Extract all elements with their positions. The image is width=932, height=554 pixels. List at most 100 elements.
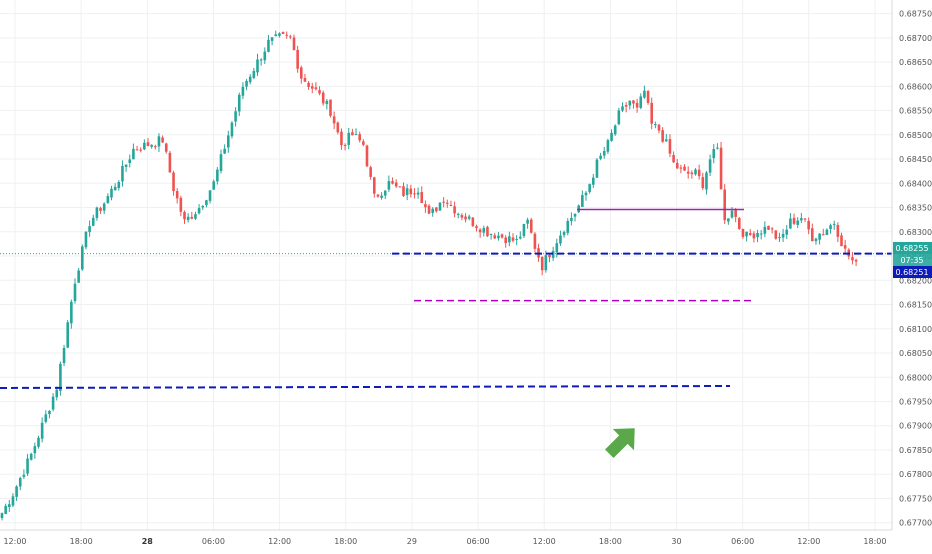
candle-up (825, 229, 829, 236)
time-tick-label: 06:00 (731, 537, 754, 546)
candle-up (113, 186, 117, 191)
candle-down (427, 205, 431, 214)
candle-down (679, 167, 683, 169)
candle-down (183, 211, 186, 220)
candle-down (413, 193, 416, 195)
candle-down (303, 78, 307, 82)
candle-down (449, 205, 453, 207)
candle-up (592, 177, 595, 185)
candle-down (369, 167, 372, 177)
candle-up (88, 226, 91, 233)
candle-down (697, 169, 701, 177)
candle-up (354, 134, 358, 136)
price-tick-label: 0.68300 (899, 228, 932, 237)
candle-up (708, 159, 712, 173)
candle-up (325, 100, 329, 105)
time-axis: 12:00 18:00 28 06:00 12:00 18:00 29 06:00 12:00 1… (0, 529, 892, 546)
candle-up (727, 218, 730, 222)
candle-down (164, 143, 168, 152)
candle-down (723, 189, 726, 221)
price-tags-layer: 0.68255 07:35 0.68251 (893, 242, 932, 278)
time-tick-label: 12:00 (3, 537, 26, 546)
candle-up (814, 238, 818, 242)
candle-up (8, 504, 11, 507)
candle-up (55, 389, 59, 398)
candle-up (716, 147, 719, 149)
candle-up (763, 226, 767, 234)
candle-down (394, 182, 398, 187)
candle-down (343, 144, 347, 146)
candle-up (829, 225, 832, 230)
candle-down (442, 201, 445, 203)
candle-up (15, 486, 18, 497)
candle-down (701, 177, 705, 189)
candle-up (610, 132, 613, 141)
candle-up (519, 236, 522, 239)
candle-up (613, 125, 617, 135)
candle-up (70, 301, 73, 324)
candle-up (278, 33, 281, 36)
blue-dashed-lower-line[interactable] (0, 384, 731, 389)
candle-down (770, 228, 774, 230)
candle-down (318, 90, 321, 94)
candle-up (150, 144, 153, 147)
candle-up (665, 139, 668, 142)
countdown-tag-text: 07:35 (900, 256, 923, 265)
candle-down (719, 147, 723, 190)
candle-up (730, 210, 734, 218)
arrow-icon[interactable] (599, 418, 646, 465)
candle-up (143, 142, 146, 150)
candle-up (26, 458, 29, 474)
candle-up (438, 202, 442, 211)
price-tick-label: 0.68000 (899, 373, 932, 382)
candle-down (391, 181, 394, 184)
candle-up (274, 34, 278, 37)
candle-up (562, 231, 566, 236)
candle-up (201, 205, 205, 208)
price-tick-label: 0.68650 (899, 58, 932, 67)
candle-down (635, 103, 639, 108)
candle-up (256, 59, 259, 73)
candle-down (190, 216, 194, 219)
candle-up (628, 100, 632, 106)
candle-up (106, 196, 110, 204)
candle-down (486, 226, 489, 237)
candle-down (99, 208, 102, 211)
price-tick-label: 0.67850 (899, 446, 932, 455)
candle-down (289, 36, 292, 38)
candle-down (683, 166, 686, 171)
candle-down (307, 82, 310, 87)
candle-up (95, 207, 99, 218)
candle-down (292, 37, 296, 51)
candle-down (548, 255, 551, 258)
time-tick-label: 18:00 (863, 537, 886, 546)
candle-up (584, 192, 588, 196)
candle-up (515, 238, 518, 240)
candle-up (383, 190, 387, 196)
candle-up (508, 236, 511, 243)
candle-up (639, 96, 643, 108)
candle-down (504, 237, 507, 244)
candle-up (205, 200, 208, 206)
candle-up (234, 111, 237, 122)
candle-up (544, 255, 548, 271)
candle-down (351, 132, 354, 136)
price-tick-label: 0.68350 (899, 204, 932, 213)
candle-down (500, 234, 504, 238)
time-tick-label: 18:00 (70, 537, 93, 546)
candle-up (602, 150, 606, 156)
candle-up (405, 188, 409, 196)
candle-down (402, 186, 405, 196)
candle-up (712, 148, 716, 159)
candle-up (705, 172, 708, 190)
candle-up (267, 39, 270, 52)
candle-down (300, 67, 303, 79)
candle-up (11, 496, 15, 506)
candle-down (511, 237, 515, 241)
candle-up (237, 94, 241, 112)
candle-up (241, 86, 245, 96)
candle-up (756, 232, 759, 238)
candle-down (854, 259, 858, 262)
